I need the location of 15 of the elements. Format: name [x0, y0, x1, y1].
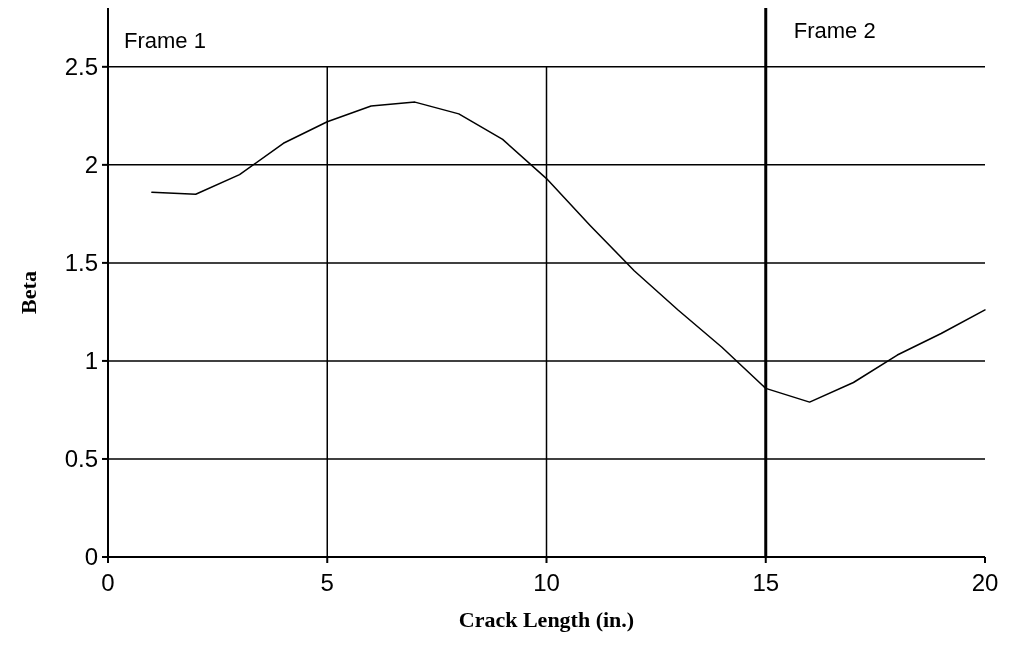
y-tick-label: 1.5: [64, 249, 98, 277]
x-tick-label: 5: [320, 569, 334, 596]
annotation: Frame 1: [124, 28, 206, 53]
x-tick-label: 20: [971, 569, 999, 596]
x-tick-label: 0: [101, 569, 115, 596]
x-tick-label: 10: [533, 569, 560, 596]
x-axis-title: Crack Length (in.): [458, 607, 635, 632]
ref-line-label: Frame 2: [793, 18, 876, 43]
x-tick-label: 15: [752, 569, 780, 596]
y-tick-label: 2: [84, 151, 98, 179]
y-tick-label: 2.5: [64, 53, 98, 81]
y-tick-label: 1: [84, 347, 98, 375]
y-axis-title: Beta: [16, 271, 41, 314]
y-tick-label: 0.5: [64, 445, 98, 473]
y-tick-label: 0: [84, 543, 98, 571]
